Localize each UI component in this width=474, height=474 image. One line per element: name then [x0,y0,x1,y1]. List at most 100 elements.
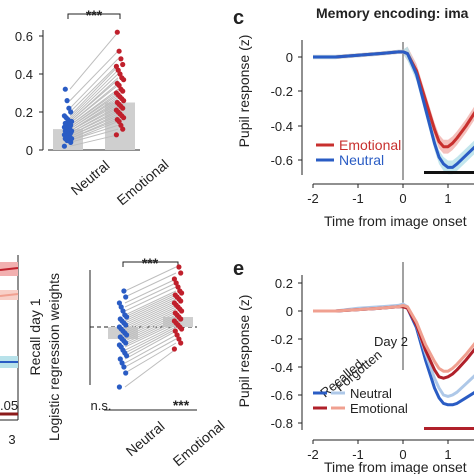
panel-c-xtick: 0 [399,191,406,206]
panel-d-pair-line [124,282,177,308]
panel-d-pair-line [124,286,177,312]
panel-d-pair-line [124,326,177,354]
panel-d-point [117,316,123,322]
panel-b-pair-line [69,77,119,122]
panel-b-point [61,113,67,119]
panel-b-point [116,48,122,54]
panel-d-pair-line [124,294,177,320]
panel-c-band [313,46,474,175]
panel-c-ylabel: Pupil response (z) [236,35,252,148]
panel-d-point [172,310,178,316]
panel-d-point [172,292,178,298]
panel-b-pair-line [69,88,119,126]
panel-b-point [114,80,120,87]
panel-e-legend-neutral: Neutral [350,386,392,401]
panel-d-pair-line [124,330,177,360]
panel-b-pair-line [69,105,119,134]
panel-b-point [113,132,119,138]
panel-b-pair-line [69,124,119,141]
panel-d-pair-line [124,290,177,316]
panel-d-pair-line [124,298,177,324]
panel-d-point [171,346,177,352]
panel-d-point [178,270,184,276]
panel-c-plot [313,46,474,175]
panel-b-pair-line [69,134,119,147]
panel-e-ytick: -0.8 [271,416,293,431]
panel-e-xtick: 1 [444,447,451,462]
panel-b-point [66,105,72,111]
panel-d-pair-line [124,308,177,334]
panel-b-sig-bracket [67,13,121,19]
panel-d-pair-line [124,312,177,338]
panel-d-left-partial: .05 3 Recall day 1 [0,255,43,447]
panel-b-pair-line [69,128,119,143]
panel-d-point [121,288,127,294]
panel-d-left-line-pink [0,293,19,297]
panel-c-xtick: -1 [352,191,364,206]
panel-d-pair-line [124,322,177,348]
panel-b-point [114,117,120,123]
panel-c-sig-bar [424,171,474,174]
panel-e-ytick: -0.6 [271,388,293,403]
panel-d-left-line-red [0,267,19,271]
panel-b-sig-stars: *** [86,7,103,23]
panel-d-ylabel: Logistic regression weights [46,273,62,441]
panel-b-pair-line [69,92,119,128]
panel-b-pair-line [69,96,119,130]
panel-e-legend-emotional: Emotional [350,401,408,416]
panel-d-pair-line [124,306,177,332]
panel-d-point [117,356,123,362]
panel-d-pair-line [124,302,177,328]
panel-b-xtick-emotional: Emotional [114,156,172,208]
panel-b-pair-line [69,50,119,101]
panel-d-pair-line [124,324,177,351]
panel-d-pair-line [124,310,177,336]
panel-d-point [116,342,122,348]
panel-c-ytick: -0.2 [271,84,293,99]
panel-d-point [116,324,122,330]
panel-b-pair-line [69,117,119,140]
panel-c-xtick: 1 [444,191,451,206]
panel-d-point [121,364,127,370]
panel-d-left-value-label: .05 [0,398,18,413]
panel-d-point [122,312,128,318]
panel-e-ytick: -0.2 [271,332,293,347]
panel-b-pair-line [69,121,119,141]
panel-b-point [62,120,68,126]
panel-d-pair-line [124,328,177,357]
panel-d-pair-line [124,272,177,298]
panel-d-pair-line [124,318,177,344]
panel-c-x-ticks: -2 -1 0 1 2 [307,184,452,206]
panel-c-series-line [313,50,474,149]
panel-d-point [123,294,129,300]
panel-c-y-ticks: 0 -0.2 -0.4 -0.6 [271,50,302,168]
panel-e-xlabel: Time from image onset [324,459,467,474]
panel-c-legend-emotional: Emotional [339,137,401,153]
panel-b-pair-line [69,69,119,119]
panel-d-pair-line [124,314,177,340]
panel-d-pair-line [124,292,177,318]
panel-d-pair-line [124,296,177,322]
panel-b-ytick: 0 [26,143,33,158]
panel-d-point [119,360,125,366]
panel-d-point [173,280,179,286]
panel-b-pair-line [69,31,119,90]
panel-e-ytick: 0 [286,304,293,319]
panel-d-point [175,284,181,290]
panel-d: Logistic regression weights *** n.s. ***… [46,255,228,469]
panel-b-plot [53,29,135,150]
panel-c-xtick: -2 [307,191,319,206]
panel-d-sig-stars: *** [142,255,159,271]
panel-e-plot [313,302,474,407]
panel-d-point [174,332,180,338]
panel-d-left-xtick: 3 [8,432,15,447]
panel-e-x-ticks: -2 -1 0 1 2 [307,440,452,462]
panel-d-pair-line [124,316,177,342]
panel-d-pair-line [124,338,177,368]
panel-d-point [118,304,124,310]
panel-d-point [123,370,129,376]
panel-b-ytick: 0.4 [15,67,33,82]
panel-c-series-line [313,50,474,169]
panel-b-point [120,61,126,68]
panel-b-point [113,107,119,113]
